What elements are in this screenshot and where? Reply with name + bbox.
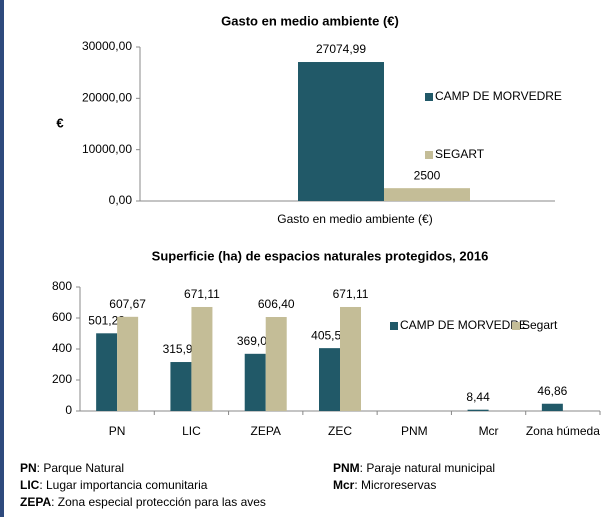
note-text: : Zona especial protección para las aves <box>51 495 266 509</box>
note-text: : Paraje natural municipal <box>359 461 496 475</box>
notes-right: PNM: Paraje natural municipal Mcr: Micro… <box>333 460 495 494</box>
legend-swatch <box>512 322 520 330</box>
y-tick-label: 0 <box>65 403 72 417</box>
bar <box>340 306 361 411</box>
x-tick-label: Mcr <box>479 424 499 438</box>
note-abbr: LIC <box>20 478 40 492</box>
note: LIC: Lugar importancia comunitaria <box>20 477 266 494</box>
y-tick-label: 20000,00 <box>82 91 132 105</box>
note-abbr: PNM <box>333 461 360 475</box>
y-tick-label: 600 <box>52 310 72 324</box>
note: ZEPA: Zona especial protección para las … <box>20 494 266 511</box>
y-tick-label: 800 <box>52 279 72 293</box>
x-tick-label: PNM <box>401 424 428 438</box>
note-abbr: Mcr <box>333 478 355 492</box>
bar <box>191 306 213 411</box>
note-text: : Parque Natural <box>36 461 125 475</box>
data-label: 671,11 <box>184 287 220 301</box>
x-tick-label: Gasto en medio ambiente (€) <box>277 212 432 226</box>
bar <box>170 362 192 411</box>
x-tick-label: PN <box>109 424 126 438</box>
y-axis-label: € <box>56 115 63 130</box>
note-abbr: ZEPA <box>20 495 52 509</box>
x-tick-label: ZEPA <box>250 424 280 438</box>
bar <box>117 316 139 411</box>
y-tick-label: 10000,00 <box>82 142 132 156</box>
data-label: 27074,99 <box>316 42 366 56</box>
data-label: 315,91 <box>163 342 200 356</box>
left-border <box>0 0 4 517</box>
bar <box>467 409 489 411</box>
bar <box>541 403 563 411</box>
note: PN: Parque Natural <box>20 460 266 477</box>
y-tick-label: 200 <box>52 372 72 386</box>
x-tick-label: Zona húmeda <box>526 424 600 438</box>
bar <box>298 62 384 202</box>
note: PNM: Paraje natural municipal <box>333 460 495 477</box>
legend-label: SEGART <box>435 147 485 161</box>
y-tick-label: 30000,00 <box>82 39 132 53</box>
bar <box>384 188 470 201</box>
data-label: 607,67 <box>109 297 146 311</box>
data-label: 8,44 <box>466 390 490 404</box>
data-label: 606,40 <box>258 297 295 311</box>
data-label: 501,23 <box>88 313 125 327</box>
data-label: 369,00 <box>237 334 274 348</box>
note: Mcr: Microreservas <box>333 477 495 494</box>
legend-swatch <box>425 151 433 159</box>
legend-label: CAMP DE MORVEDRE <box>400 318 527 332</box>
legend-swatch <box>425 93 433 101</box>
bar <box>265 317 287 411</box>
note-abbr: PN <box>20 461 37 475</box>
legend-label: Segart <box>522 318 558 332</box>
data-label: 2500 <box>414 168 441 182</box>
x-tick-label: LIC <box>182 424 201 438</box>
note-text: : Microreservas <box>354 478 437 492</box>
bar <box>244 353 266 411</box>
notes-left: PN: Parque Natural LIC: Lugar importanci… <box>20 460 266 511</box>
bar <box>319 348 340 411</box>
chart-title: Superficie (ha) de espacios naturales pr… <box>152 248 489 263</box>
bar <box>96 333 118 411</box>
data-label: 405,54 <box>311 328 348 342</box>
y-tick-label: 400 <box>52 341 72 355</box>
note-text: : Lugar importancia comunitaria <box>39 478 208 492</box>
chart-title: Gasto en medio ambiente (€) <box>221 13 399 28</box>
legend-swatch <box>390 322 398 330</box>
data-label: 46,86 <box>537 384 567 398</box>
x-tick-label: ZEC <box>328 424 352 438</box>
data-label: 671,11 <box>333 287 369 301</box>
legend-label: CAMP DE MORVEDRE <box>435 89 562 103</box>
y-tick-label: 0,00 <box>109 193 133 207</box>
